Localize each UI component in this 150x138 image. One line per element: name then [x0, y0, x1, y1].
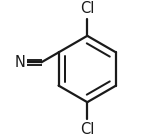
Text: N: N — [14, 55, 25, 70]
Text: Cl: Cl — [80, 122, 94, 137]
Text: Cl: Cl — [80, 1, 94, 16]
